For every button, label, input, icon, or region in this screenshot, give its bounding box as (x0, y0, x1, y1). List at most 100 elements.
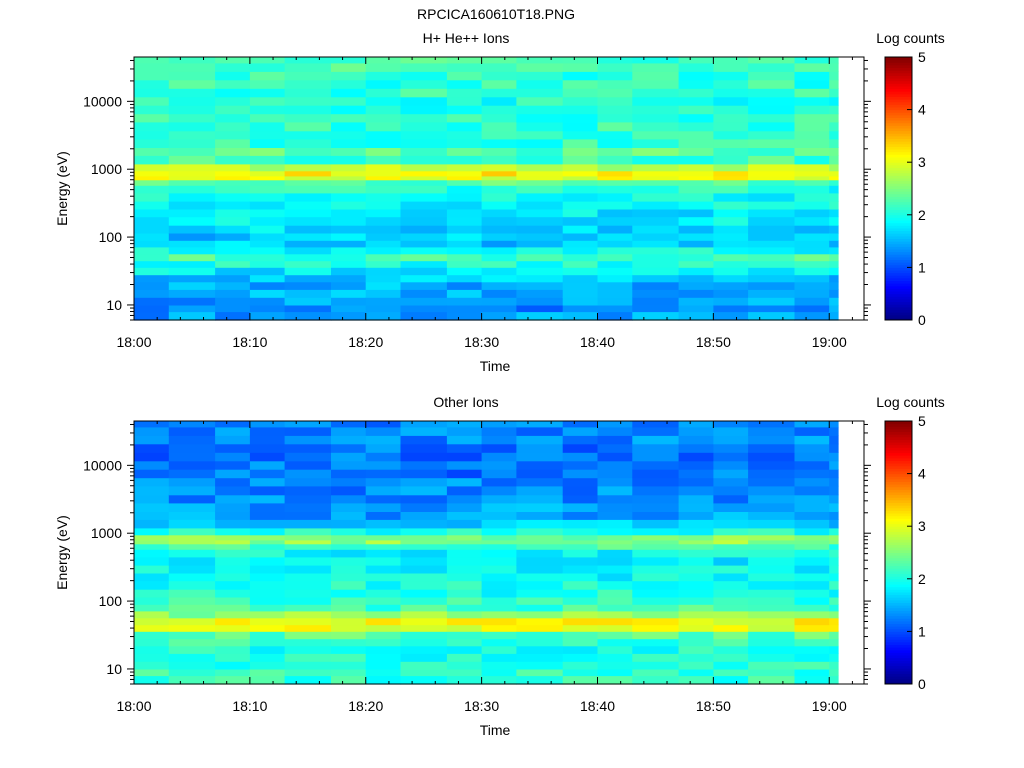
colorbar-swatch (885, 591, 912, 596)
heatmap-cell (400, 79, 448, 89)
colorbar-swatch (885, 547, 912, 551)
heatmap-cell (829, 208, 839, 218)
heatmap-cell (365, 624, 402, 632)
colorbar-swatch (885, 623, 912, 627)
heatmap-cell (632, 57, 680, 64)
heatmap-cell (516, 494, 564, 504)
heatmap-cell (331, 96, 367, 106)
heatmap-cell (446, 477, 483, 487)
heatmap-cell (284, 155, 332, 165)
heatmap-cell (632, 494, 680, 504)
heatmap-cell (829, 668, 839, 677)
heatmap-cell (516, 297, 564, 306)
heatmap-cell (794, 631, 830, 640)
heatmap-cell (168, 147, 216, 156)
colorbar-swatch (885, 283, 912, 287)
heatmap-cell (331, 57, 367, 64)
heatmap-cell (215, 311, 251, 321)
heatmap-cell (134, 653, 170, 662)
heatmap-cell (134, 179, 170, 186)
heatmap-cell (365, 645, 402, 654)
heatmap-cell (481, 549, 517, 558)
heatmap-cell (481, 208, 517, 218)
heatmap-cell (562, 113, 599, 123)
heatmap-cell (632, 253, 680, 262)
heatmap-cell (678, 253, 714, 262)
heatmap-cell (446, 96, 483, 106)
heatmap-cell (446, 304, 483, 313)
heatmap-cell (284, 289, 332, 298)
heatmap-cell (284, 631, 332, 640)
heatmap-cell (400, 113, 448, 123)
heatmap-cell (215, 267, 251, 276)
x-tick-label: 18:00 (116, 334, 151, 350)
colorbar-swatch (885, 193, 912, 197)
heatmap-cell (284, 297, 332, 306)
heatmap-cell (446, 604, 483, 612)
heatmap-cell (516, 170, 564, 177)
heatmap-cell (829, 556, 839, 566)
heatmap-cell (168, 421, 216, 428)
heatmap-cell (678, 539, 714, 545)
heatmap-cell (284, 597, 332, 605)
heatmap-cell (481, 130, 517, 140)
heatmap-cell (215, 604, 251, 612)
heatmap-cell (794, 572, 830, 582)
heatmap-cell (134, 477, 170, 487)
heatmap-cell (516, 469, 564, 479)
heatmap-cell (134, 57, 170, 64)
heatmap-cell (446, 240, 483, 248)
heatmap-cell (632, 240, 680, 248)
heatmap-cell (562, 96, 599, 106)
heatmap-cell (400, 138, 448, 148)
heatmap-cell (829, 638, 839, 647)
heatmap-cell (748, 597, 795, 605)
heatmap-cell (446, 88, 483, 98)
heatmap-cell (249, 610, 286, 619)
heatmap-cell (331, 267, 367, 276)
heatmap-cell (168, 435, 216, 445)
heatmap-cell (284, 653, 332, 662)
heatmap-cell (446, 170, 483, 177)
heatmap-cell (632, 539, 680, 545)
heatmap-cell (331, 556, 367, 566)
heatmap-cell (215, 96, 251, 106)
heatmap-cell (215, 534, 251, 541)
heatmap-cell (134, 170, 170, 177)
heatmap-cell (284, 311, 332, 321)
heatmap-cell (748, 661, 795, 670)
heatmap-cell (713, 233, 749, 241)
heatmap-cell (562, 192, 599, 202)
heatmap-cell (400, 452, 448, 462)
colorbar-swatch (885, 262, 912, 266)
heatmap-cell (562, 155, 599, 165)
colorbar-swatch (885, 484, 912, 488)
heatmap-cell (400, 511, 448, 520)
heatmap-cell (365, 477, 402, 487)
heatmap-cell (632, 597, 680, 605)
heatmap-cell (249, 631, 286, 640)
heatmap-cell (168, 668, 216, 677)
heatmap-cell (331, 645, 367, 654)
y-tick-label: 10 (106, 661, 122, 677)
heatmap-cell (134, 597, 170, 605)
heatmap-cell (794, 610, 830, 619)
heatmap-cell (794, 105, 830, 115)
heatmap-cell (748, 170, 795, 177)
heatmap-cell (678, 519, 714, 529)
heatmap-cell (249, 208, 286, 218)
heatmap-cell (713, 661, 749, 670)
colorbar-swatch (885, 455, 912, 459)
heatmap-cell (713, 572, 749, 582)
heatmap-cell (134, 163, 170, 172)
heatmap-cell (829, 549, 839, 558)
y-axis-label: Energy (eV) (54, 515, 70, 590)
heatmap-cell (481, 527, 517, 536)
heatmap-cells (134, 421, 839, 685)
heatmap-cell (215, 452, 251, 462)
heatmap-cell (794, 216, 830, 226)
colorbar-swatch (885, 243, 912, 247)
heatmap-cell (249, 267, 286, 276)
y-tick-label: 10000 (83, 93, 122, 109)
heatmap-cell (678, 661, 714, 670)
